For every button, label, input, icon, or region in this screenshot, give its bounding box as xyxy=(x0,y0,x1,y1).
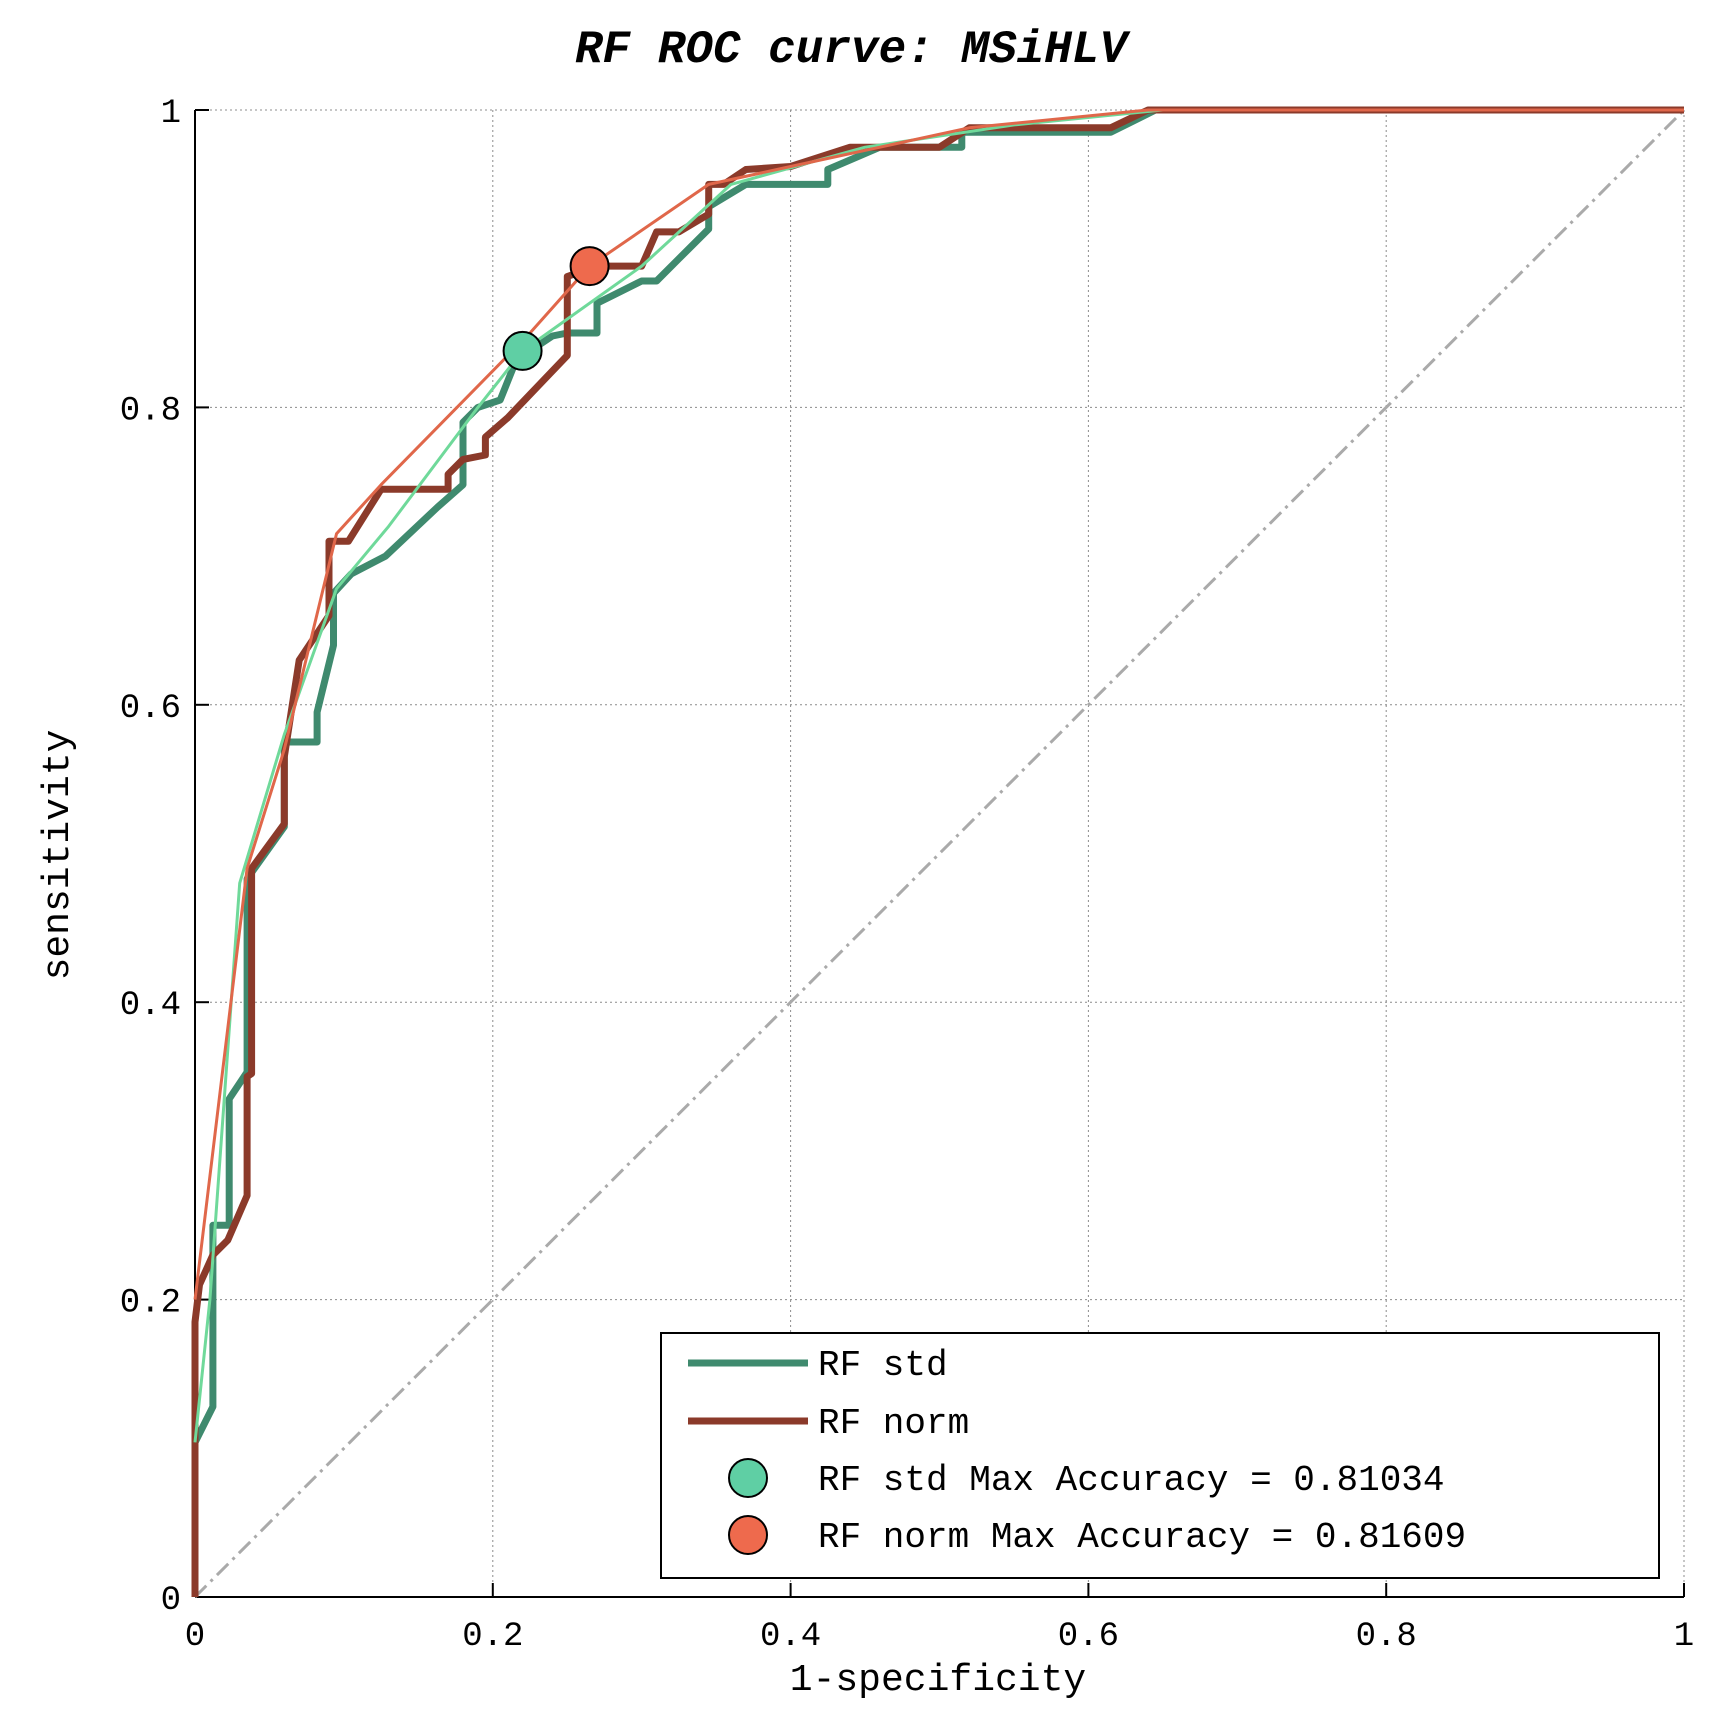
legend-box xyxy=(660,1332,1660,1579)
legend-label: RF norm xyxy=(818,1403,969,1444)
x-tick-label: 0.8 xyxy=(1356,1618,1417,1656)
x-tick-label: 0.2 xyxy=(462,1618,523,1656)
y-axis-label: sensitivity xyxy=(37,730,80,981)
x-tick-label: 0 xyxy=(185,1618,205,1656)
series-line-rf-std xyxy=(191,106,1684,1597)
legend-label: RF norm Max Accuracy = 0.81609 xyxy=(818,1517,1466,1558)
y-tick-label: 1 xyxy=(161,95,181,133)
series-line-chance xyxy=(193,108,1686,1599)
legend-swatch-marker xyxy=(728,1515,768,1555)
y-tick-label: 0.8 xyxy=(120,392,181,430)
max-accuracy-point-norm xyxy=(569,246,610,287)
x-tick-label: 1 xyxy=(1674,1618,1694,1656)
max-accuracy-point-std xyxy=(502,330,543,371)
y-tick-label: 0.6 xyxy=(120,690,181,728)
y-tick-label: 0 xyxy=(161,1582,181,1620)
chart-title: RF ROC curve: MSiHLV xyxy=(575,24,1131,76)
series-line-rf-norm xyxy=(191,106,1684,1597)
x-axis-label: 1-specificity xyxy=(790,1659,1086,1702)
series-line-norm-fit xyxy=(193,108,1684,1300)
legend-label: RF std xyxy=(818,1345,948,1386)
y-tick-label: 0.2 xyxy=(120,1285,181,1323)
x-tick-label: 0.6 xyxy=(1058,1618,1119,1656)
legend: RF std RF norm RF std Max Accuracy = 0.810… xyxy=(660,1332,1660,1579)
marker-layer xyxy=(502,246,610,371)
legend-label: RF std Max Accuracy = 0.81034 xyxy=(818,1460,1445,1501)
legend-swatch-marker xyxy=(728,1458,768,1498)
tick-labels: 0 0.2 0.4 0.6 0.8 1 0 0.2 0.4 0.6 0.8 1 xyxy=(120,95,1694,1656)
y-tick-label: 0.4 xyxy=(120,987,181,1025)
x-tick-label: 0.4 xyxy=(760,1618,821,1656)
series-line-std-fit xyxy=(193,108,1684,1443)
series-layer xyxy=(191,106,1686,1599)
